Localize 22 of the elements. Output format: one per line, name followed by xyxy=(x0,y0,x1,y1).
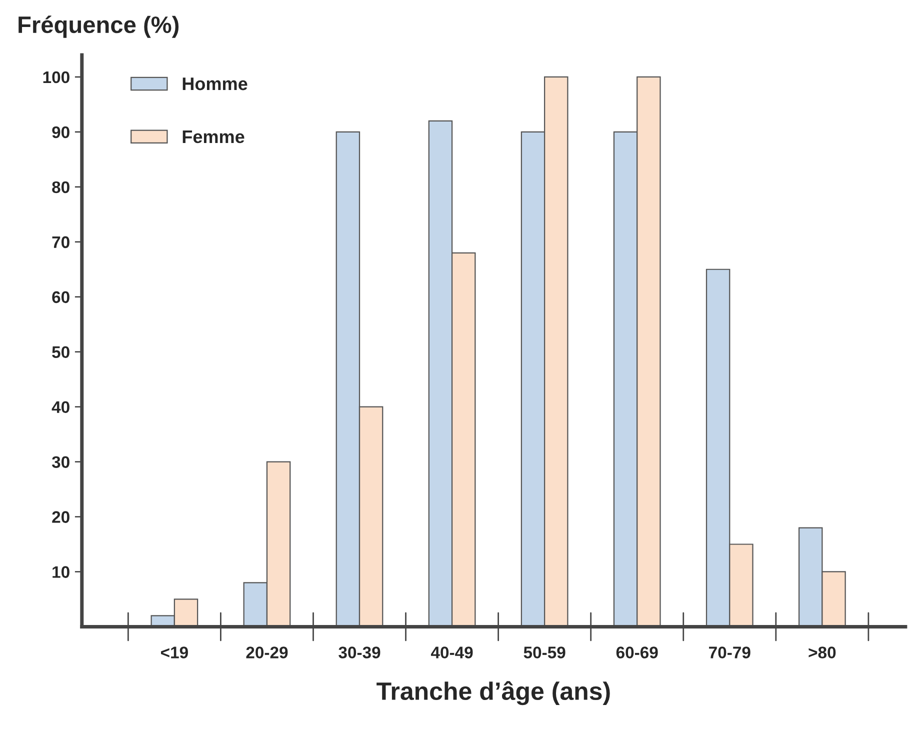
x-tick-label: 60-69 xyxy=(616,646,658,658)
y-tick-label: 70 xyxy=(52,236,70,248)
x-tick-label: <19 xyxy=(161,646,188,658)
legend-label: Femme xyxy=(182,130,244,144)
y-tick-label: 80 xyxy=(52,181,70,194)
y-tick-label: 50 xyxy=(52,346,70,358)
x-axis-title: Tranche d’âge (ans) xyxy=(376,681,610,706)
y-tick-label: 30 xyxy=(52,456,70,468)
y-tick-label: 60 xyxy=(52,291,70,304)
x-tick-label: 30-39 xyxy=(338,646,380,658)
y-tick-label: 40 xyxy=(52,401,70,414)
legend-label: Homme xyxy=(182,78,248,90)
y-tick-label: 90 xyxy=(52,126,70,138)
y-axis-title: Fréquence (%) xyxy=(18,16,179,38)
x-tick-label: 40-49 xyxy=(430,646,473,658)
y-tick-label: 10 xyxy=(52,566,70,578)
y-tick-label: 100 xyxy=(43,71,70,84)
x-tick-label: >80 xyxy=(808,646,836,658)
x-tick-label: 20-29 xyxy=(246,646,288,658)
y-tick-label: 20 xyxy=(52,511,70,523)
x-tick-label: 70-79 xyxy=(709,646,750,658)
x-tick-label: 50-59 xyxy=(524,646,566,658)
